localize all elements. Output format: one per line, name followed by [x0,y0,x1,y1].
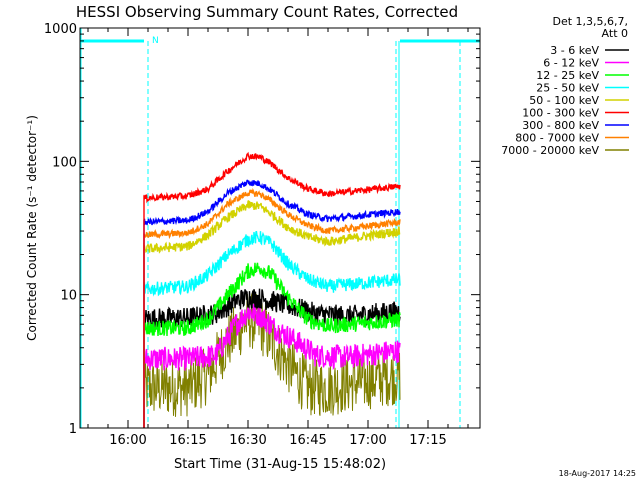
series-line-25-50-kev [143,230,401,428]
x-tick-label: 16:00 [109,433,146,448]
y-tick-label: 1000 [44,22,77,37]
legend-label: 7000 - 20000 keV [501,144,599,157]
y-axis-label: Corrected Count Rate (s⁻¹ detector⁻¹) [25,115,39,341]
legend-label: 50 - 100 keV [529,94,599,107]
legend-label: 100 - 300 keV [522,107,599,120]
legend-label: 800 - 7000 keV [515,132,599,145]
axes: 1 10 100 1000 16:00 16:15 16:30 16:45 17:00 17:15 [44,22,480,448]
y-tick-label: 100 [52,155,77,170]
y-tick-label: 10 [60,289,77,304]
timestamp: 18-Aug-2017 14:25 [559,469,636,478]
legend-header-line-2: Att 0 [602,27,628,40]
chart-title: HESSI Observing Summary Count Rates, Cor… [76,3,458,21]
x-tick-label: 16:45 [289,433,326,448]
series-line-800-7000-kev [143,187,401,428]
legend-label: 6 - 12 keV [543,57,599,70]
plot-area: N [80,28,480,428]
x-tick-label: 17:00 [349,433,386,448]
x-tick-label: 16:30 [229,433,266,448]
legend-label: 25 - 50 keV [536,82,599,95]
plot-frame [79,27,481,429]
series-line-300-800-kev [143,179,401,428]
night-marker-label: N [152,36,159,46]
series-line-3-6-kev [143,288,401,428]
series-line-6-12-kev [143,303,401,428]
series-line-100-300-kev [143,151,401,428]
x-axis-label: Start Time (31-Aug-15 15:48:02) [174,457,386,472]
legend-label: 12 - 25 keV [536,69,599,82]
legend-header-line-1: Det 1,3,5,6,7, [552,15,628,28]
series-line-50-100-kev [143,200,401,428]
x-tick-label: 17:15 [409,433,446,448]
legend-label: 300 - 800 keV [522,119,599,132]
legend-label: 3 - 6 keV [550,44,599,57]
x-tick-label: 16:15 [169,433,206,448]
y-tick-label: 1 [69,422,77,437]
series-line-12-25-kev [143,262,401,428]
